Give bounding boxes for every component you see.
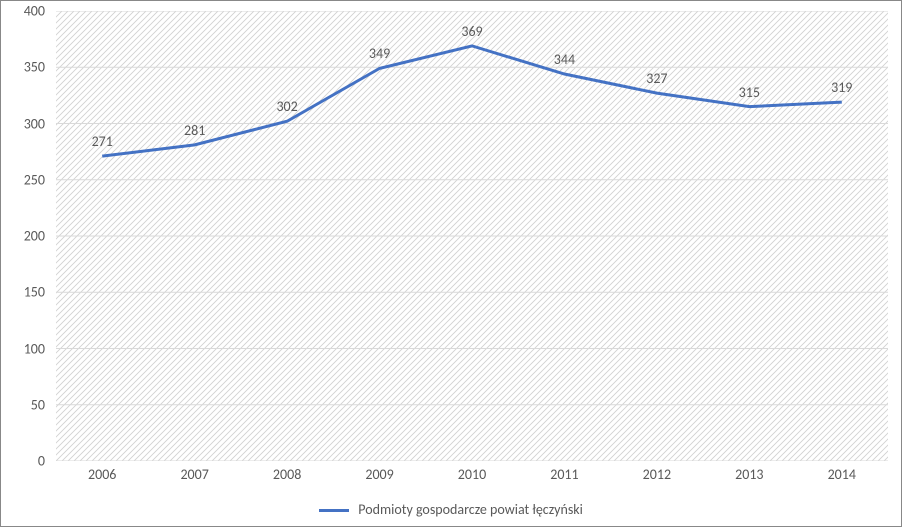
y-axis-labels: 050100150200250300350400 bbox=[1, 11, 51, 461]
x-tick-label: 2013 bbox=[735, 466, 763, 483]
data-label: 271 bbox=[92, 133, 113, 150]
legend-label: Podmioty gospodarcze powiat łęczyński bbox=[358, 501, 583, 518]
y-tick-label: 300 bbox=[24, 115, 45, 132]
y-tick-label: 400 bbox=[24, 3, 45, 20]
data-label: 302 bbox=[276, 98, 297, 115]
y-tick-label: 200 bbox=[24, 228, 45, 245]
x-tick-label: 2006 bbox=[88, 466, 116, 483]
x-tick-label: 2009 bbox=[365, 466, 393, 483]
x-tick-label: 2014 bbox=[828, 466, 856, 483]
chart-svg bbox=[56, 11, 888, 461]
y-tick-label: 250 bbox=[24, 171, 45, 188]
x-tick-label: 2008 bbox=[273, 466, 301, 483]
x-tick-label: 2007 bbox=[180, 466, 208, 483]
legend-marker bbox=[319, 509, 349, 512]
data-label: 344 bbox=[554, 51, 575, 68]
chart-legend: Podmioty gospodarcze powiat łęczyński bbox=[1, 501, 901, 518]
data-label: 319 bbox=[831, 79, 852, 96]
chart-container: 271 281 302 349 369 344 327 315 319 0 50 100 150 200… bbox=[0, 0, 902, 527]
plot-area: 271 281 302 349 369 344 327 315 319 bbox=[56, 11, 888, 461]
x-axis-labels: 2006 2007 2008 2009 2010 2011 2012 2013 2014 bbox=[56, 466, 888, 486]
data-label: 315 bbox=[739, 84, 760, 101]
data-label: 369 bbox=[461, 23, 482, 40]
y-tick-label: 100 bbox=[24, 340, 45, 357]
x-tick-label: 2010 bbox=[458, 466, 486, 483]
data-label: 281 bbox=[184, 122, 205, 139]
y-tick-label: 350 bbox=[24, 59, 45, 76]
data-label: 327 bbox=[646, 70, 667, 87]
data-label: 349 bbox=[369, 45, 390, 62]
y-tick-label: 150 bbox=[24, 284, 45, 301]
y-tick-label: 0 bbox=[38, 453, 45, 470]
x-tick-label: 2012 bbox=[643, 466, 671, 483]
x-tick-label: 2011 bbox=[550, 466, 578, 483]
y-tick-label: 50 bbox=[31, 396, 45, 413]
